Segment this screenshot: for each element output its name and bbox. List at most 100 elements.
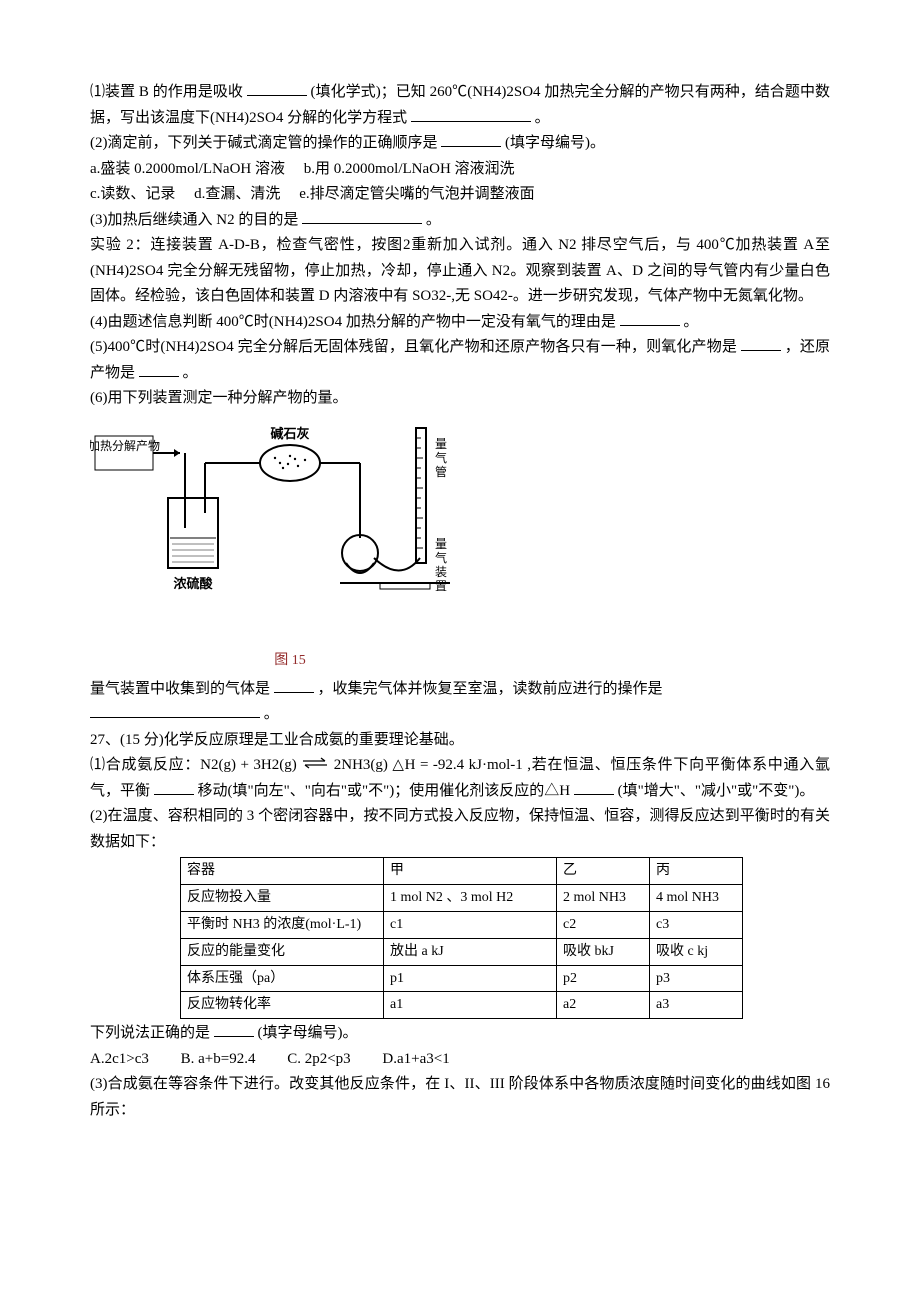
blank-no-o2[interactable]: [620, 310, 680, 326]
cell: c3: [650, 912, 743, 939]
blank-n2-purpose[interactable]: [302, 208, 422, 224]
fig-label-left: 加热分解产物: [90, 439, 160, 453]
opt-b: b.用 0.2000mol/LNaOH 溶液润洗: [304, 161, 515, 177]
mc-c: C. 2p2<p3: [287, 1051, 350, 1067]
q27-mc: A.2c1>c3 B. a+b=92.4 C. 2p2<p3 D.a1+a3<1: [90, 1047, 830, 1073]
cell: p3: [650, 965, 743, 992]
mc-d: D.a1+a3<1: [382, 1051, 449, 1067]
q26-p7-b: ，收集完气体并恢复至室温，读数前应进行的操作是: [318, 681, 663, 697]
blank-shift[interactable]: [154, 779, 194, 795]
th-3: 丙: [650, 858, 743, 885]
blank-order[interactable]: [441, 131, 501, 147]
q26-p3-a: (3)加热后继续通入 N2 的目的是: [90, 212, 298, 228]
q26-p3: (3)加热后继续通入 N2 的目的是 。: [90, 208, 830, 234]
q26-p1-a: ⑴装置 B 的作用是吸收: [90, 84, 243, 100]
q26-p5-a: (5)400℃时(NH4)2SO4 完全分解后无固体残留，且氧化产物和还原产物各…: [90, 339, 737, 355]
table-header-row: 容器 甲 乙 丙: [181, 858, 743, 885]
cell: 反应的能量变化: [181, 938, 384, 965]
q27-p1: ⑴合成氨反应：N2(g) + 3H2(g) 2NH3(g) △H = -92.4…: [90, 753, 830, 804]
q26-p7-line2: 。: [90, 702, 830, 728]
table-row: 反应的能量变化 放出 a kJ 吸收 bkJ 吸收 c kj: [181, 938, 743, 965]
q27-after-b: (填字母编号)。: [258, 1025, 358, 1041]
q26-p2-a: (2)滴定前，下列关于碱式滴定管的操作的正确顺序是: [90, 135, 438, 151]
cell: a3: [650, 992, 743, 1019]
cell: 2 mol NH3: [557, 885, 650, 912]
blank-b-absorb[interactable]: [247, 80, 307, 96]
cell: p2: [557, 965, 650, 992]
fig-label-bottom: 浓硫酸: [173, 576, 213, 591]
opt-d: d.查漏、清洗: [194, 186, 280, 202]
opt-e: e.排尽滴定管尖嘴的气泡并调整液面: [299, 186, 534, 202]
q27-p3: (3)合成氨在等容条件下进行。改变其他反应条件，在 I、II、III 阶段体系中…: [90, 1072, 830, 1123]
q27-after-a: 下列说法正确的是: [90, 1025, 210, 1041]
cell: a1: [384, 992, 557, 1019]
blank-oxid-product[interactable]: [741, 335, 781, 351]
cell: 反应物转化率: [181, 992, 384, 1019]
table-row: 平衡时 NH3 的浓度(mol·L-1) c1 c2 c3: [181, 912, 743, 939]
cell: 4 mol NH3: [650, 885, 743, 912]
cell: 反应物投入量: [181, 885, 384, 912]
q26-p7-a: 量气装置中收集到的气体是: [90, 681, 270, 697]
cell: c1: [384, 912, 557, 939]
blank-correct[interactable]: [214, 1021, 254, 1037]
q27-p2: (2)在温度、容积相同的 3 个密闭容器中，按不同方式投入反应物，保持恒温、恒容…: [90, 804, 830, 855]
q26-p2: (2)滴定前，下列关于碱式滴定管的操作的正确顺序是 (填字母编号)。: [90, 131, 830, 157]
cell: 平衡时 NH3 的浓度(mol·L-1): [181, 912, 384, 939]
th-1: 甲: [384, 858, 557, 885]
svg-text:装: 装: [435, 565, 447, 579]
blank-red-product[interactable]: [139, 361, 179, 377]
blank-gas[interactable]: [274, 677, 314, 693]
th-2: 乙: [557, 858, 650, 885]
figure-15-caption: 图 15: [90, 649, 490, 673]
q27-title: 27、(15 分)化学反应原理是工业合成氨的重要理论基础。: [90, 728, 830, 754]
q27-p1-a: ⑴合成氨反应：N2(g) + 3H2(g): [90, 757, 297, 773]
fig-label-right-bottom: 量: [435, 537, 447, 551]
opt-c: c.读数、记录: [90, 186, 175, 202]
blank-equation[interactable]: [411, 106, 531, 122]
q26-p7: 量气装置中收集到的气体是 ，收集完气体并恢复至室温，读数前应进行的操作是: [90, 677, 830, 703]
mc-b: B. a+b=92.4: [181, 1051, 256, 1067]
opt-a: a.盛装 0.2000mol/LNaOH 溶液: [90, 161, 285, 177]
cell: 1 mol N2 、3 mol H2: [384, 885, 557, 912]
q26-p1: ⑴装置 B 的作用是吸收 (填化学式)；已知 260℃(NH4)2SO4 加热完…: [90, 80, 830, 131]
q26-p5-c: 。: [183, 365, 198, 381]
q27-p1-c: 移动(填"向左"、"向右"或"不")；使用催化剂该反应的△H: [198, 783, 571, 799]
mc-a: A.2c1>c3: [90, 1051, 149, 1067]
q26-opts-line1: a.盛装 0.2000mol/LNaOH 溶液 b.用 0.2000mol/LN…: [90, 157, 830, 183]
cell: 放出 a kJ: [384, 938, 557, 965]
fig-label-right-top: 量: [435, 437, 447, 451]
cell: 吸收 c kj: [650, 938, 743, 965]
figure-15-svg: 加热分解产物 浓硫酸 碱石灰: [90, 418, 490, 638]
q27-after-table: 下列说法正确的是 (填字母编号)。: [90, 1021, 830, 1047]
blank-operation[interactable]: [90, 702, 260, 718]
q27-p1-d: (填"增大"、"减小"或"不变")。: [618, 783, 815, 799]
q26-p4: (4)由题述信息判断 400℃时(NH4)2SO4 加热分解的产物中一定没有氧气…: [90, 310, 830, 336]
svg-text:置: 置: [435, 579, 447, 593]
table-row: 体系压强（pa） p1 p2 p3: [181, 965, 743, 992]
q26-p1-c: 。: [535, 110, 550, 126]
table-row: 反应物投入量 1 mol N2 、3 mol H2 2 mol NH3 4 mo…: [181, 885, 743, 912]
q26-exp2: 实验 2：连接装置 A-D-B，检查气密性，按图2重新加入试剂。通入 N2 排尽…: [90, 233, 830, 310]
q26-p6: (6)用下列装置测定一种分解产物的量。: [90, 386, 830, 412]
svg-text:管: 管: [435, 464, 447, 479]
figure-15: 加热分解产物 浓硫酸 碱石灰: [90, 418, 830, 673]
svg-text:气: 气: [435, 550, 447, 565]
q26-p2-b: (填字母编号)。: [505, 135, 605, 151]
q26-p4-a: (4)由题述信息判断 400℃时(NH4)2SO4 加热分解的产物中一定没有氧气…: [90, 314, 616, 330]
blank-dh[interactable]: [574, 779, 614, 795]
q26-p4-b: 。: [683, 314, 698, 330]
cell: 吸收 bkJ: [557, 938, 650, 965]
equilibrium-arrow-icon: [301, 753, 329, 779]
q26-p5: (5)400℃时(NH4)2SO4 完全分解后无固体残留，且氧化产物和还原产物各…: [90, 335, 830, 386]
th-0: 容器: [181, 858, 384, 885]
fig-label-mid: 碱石灰: [270, 426, 309, 441]
cell: a2: [557, 992, 650, 1019]
q26-p7-c: 。: [264, 706, 279, 722]
cell: p1: [384, 965, 557, 992]
q27-table: 容器 甲 乙 丙 反应物投入量 1 mol N2 、3 mol H2 2 mol…: [180, 857, 743, 1019]
table-row: 反应物转化率 a1 a2 a3: [181, 992, 743, 1019]
cell: 体系压强（pa）: [181, 965, 384, 992]
cell: c2: [557, 912, 650, 939]
q26-p3-b: 。: [426, 212, 441, 228]
q26-opts-line2: c.读数、记录 d.查漏、清洗 e.排尽滴定管尖嘴的气泡并调整液面: [90, 182, 830, 208]
